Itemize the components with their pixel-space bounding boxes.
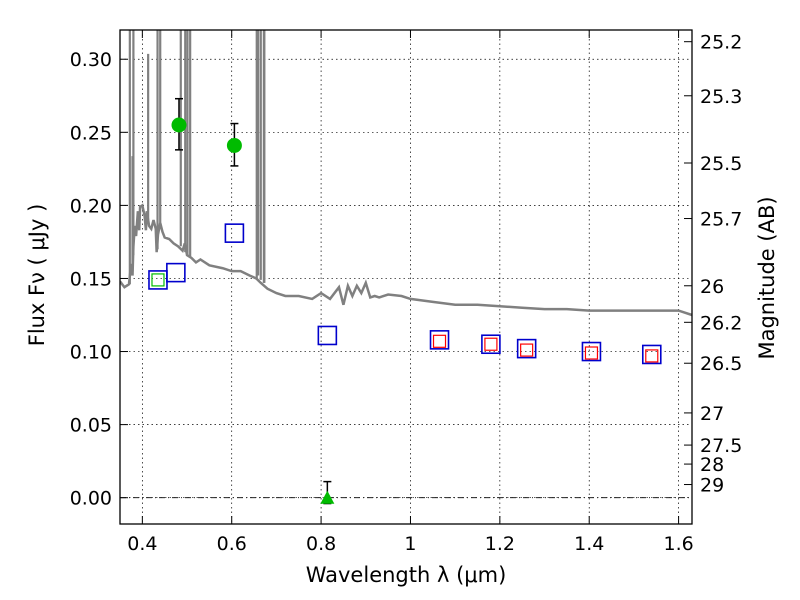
y2-tick-label: 25.7: [700, 209, 742, 231]
model-photometry-square: [429, 330, 450, 350]
x-tick-label: 0.8: [306, 533, 336, 555]
photometry-points: [148, 97, 662, 505]
x-tick-label: 0.4: [127, 533, 157, 555]
y2-tick-label: 26: [700, 276, 724, 298]
model-photometry-small-square: [520, 343, 534, 357]
y2-tick-label: 28: [700, 454, 724, 476]
y2-tick-label: 26.5: [700, 353, 742, 375]
x-tick-label: 1.4: [574, 533, 604, 555]
y-tick-label: 0.10: [70, 342, 112, 364]
y-axis-title: Flux Fν ( μJy ): [25, 204, 49, 347]
axis-ticks: 0.4 0.6 0.8 1 1.2 1.4 1.6 0.00 0.05 0.10 0.15 0.20 0…: [70, 30, 742, 555]
model-photometry-square: [224, 223, 245, 243]
model-photometry-small-square: [432, 334, 447, 348]
detection-point: [226, 137, 242, 153]
y2-tick-label: 25.5: [700, 153, 742, 175]
x-tick-label: 1.2: [485, 533, 515, 555]
y2-tick-label: 25.3: [700, 86, 742, 108]
y-tick-label: 0.05: [70, 415, 112, 437]
y2-tick-label: 26.2: [700, 312, 742, 334]
model-photometry-square: [516, 338, 537, 359]
model-photometry-square: [317, 325, 338, 346]
plot-area: [120, 30, 692, 505]
y-tick-label: 0.30: [70, 49, 112, 71]
upper-limit-marker: [320, 490, 335, 504]
model-photometry-small-square: [484, 337, 498, 351]
y2-tick-label: 25.2: [700, 32, 742, 54]
y2-tick-label: 29: [700, 475, 724, 497]
model-photometry-square: [581, 341, 602, 362]
y2-tick-label: 27: [700, 403, 724, 425]
x-tick-label: 0.6: [217, 533, 247, 555]
model-sed-line: [120, 203, 692, 317]
grid: [120, 30, 692, 524]
x-axis-title: Wavelength λ (μm): [306, 563, 507, 587]
emission-lines: [128, 30, 266, 285]
detection-point: [171, 117, 187, 133]
model-photometry-small-square: [645, 349, 659, 363]
x-tick-label: 1: [404, 533, 416, 555]
model-photometry-small-square: [584, 346, 599, 360]
model-photometry-square: [166, 262, 186, 283]
x-tick-label: 1.6: [663, 533, 693, 555]
y-tick-label: 0.20: [70, 195, 112, 217]
y2-axis-title: Magnitude (AB): [755, 196, 779, 359]
model-photometry-small-square: [151, 273, 165, 287]
model-photometry-square: [481, 334, 501, 355]
plot-frame: [119, 29, 693, 525]
y-tick-label: 0.00: [70, 488, 112, 510]
y2-tick-label: 27.5: [700, 435, 742, 457]
model-photometry-square: [641, 344, 662, 365]
y-tick-label: 0.25: [70, 122, 112, 144]
y-tick-label: 0.15: [70, 268, 112, 290]
